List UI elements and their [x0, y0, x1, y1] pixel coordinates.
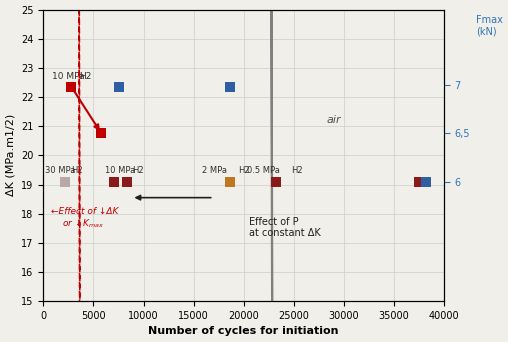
Text: H2: H2: [72, 167, 83, 175]
Point: [98, 131, 106, 136]
Point: [226, 84, 234, 90]
Text: air: air: [327, 115, 341, 125]
Point: [422, 179, 430, 184]
Text: 30 MPa: 30 MPa: [45, 167, 76, 175]
Y-axis label: ΔK (MPa.m1/2): ΔK (MPa.m1/2): [6, 114, 16, 197]
Text: H2: H2: [291, 167, 302, 175]
Text: 10 MPa: 10 MPa: [52, 72, 84, 81]
Point: [110, 179, 118, 184]
Text: ←Effect of ↓ΔK
    or ↓K$_{max}$: ←Effect of ↓ΔK or ↓K$_{max}$: [51, 207, 119, 230]
X-axis label: Number of cycles for initiation: Number of cycles for initiation: [148, 327, 339, 337]
Point: [272, 179, 280, 184]
Text: 10 MPa: 10 MPa: [106, 167, 136, 175]
Text: H2: H2: [238, 167, 249, 175]
Point: [61, 179, 70, 184]
Text: Effect of P
at constant ΔK: Effect of P at constant ΔK: [249, 216, 321, 238]
Text: H2: H2: [133, 167, 144, 175]
Text: 0.5 MPa: 0.5 MPa: [247, 167, 279, 175]
Point: [226, 179, 234, 184]
Text: 2 MPa: 2 MPa: [202, 167, 227, 175]
Point: [123, 179, 132, 184]
Point: [115, 84, 123, 90]
Point: [415, 179, 423, 184]
Point: [68, 84, 76, 90]
Text: H2: H2: [79, 72, 91, 81]
Y-axis label: Fmax
(kN): Fmax (kN): [476, 15, 503, 37]
